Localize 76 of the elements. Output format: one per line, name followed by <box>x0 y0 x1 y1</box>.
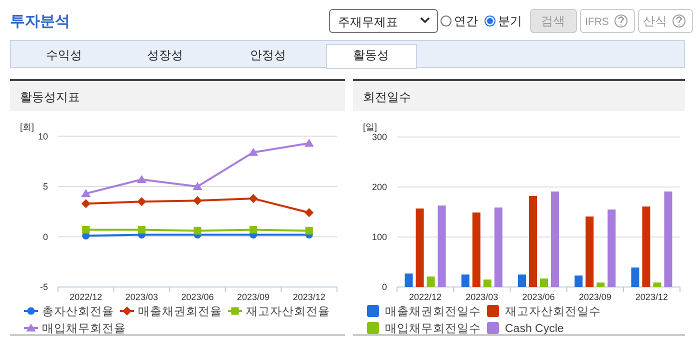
y-tick-label: 5 <box>42 182 48 192</box>
point <box>248 194 258 204</box>
x-tick-label: 2023/06 <box>522 292 555 302</box>
y-tick-label: 200 <box>372 182 387 192</box>
bar <box>438 206 446 287</box>
text: 산식 <box>643 14 667 28</box>
y-tick-label: 100 <box>372 232 387 242</box>
legend-label: 매입채무회전율 <box>42 323 126 335</box>
legend-label: Cash Cycle <box>505 323 564 335</box>
bar <box>574 276 583 287</box>
x-tick-label: 2023/12 <box>292 292 326 302</box>
bar <box>664 192 672 287</box>
x-tick-label: 2023/06 <box>181 292 214 302</box>
text: 안정성 <box>250 48 286 62</box>
bar <box>540 278 548 287</box>
bar <box>586 216 594 287</box>
x-tick-label: 2023/09 <box>578 292 612 302</box>
bar <box>416 208 424 287</box>
text: 연간 <box>454 14 478 28</box>
y-tick-label: -5 <box>40 282 48 292</box>
bar <box>494 208 502 287</box>
point <box>250 226 258 234</box>
x-tick-label: 2022/12 <box>409 292 442 302</box>
y-tick-label: 10 <box>38 131 48 142</box>
legend-label: 재고자산회전일수 <box>505 306 601 318</box>
bar <box>529 196 537 287</box>
text: 성장성 <box>147 48 183 62</box>
legend-label: 매입채무회전일수 <box>385 323 481 335</box>
y-axis-title: [일] <box>363 122 378 132</box>
bar <box>642 206 650 287</box>
point <box>248 148 258 156</box>
point <box>138 226 146 234</box>
point <box>305 226 313 235</box>
point <box>194 226 202 235</box>
y-axis-title: [회] <box>20 122 34 132</box>
text: 투자분석 <box>10 13 70 30</box>
text: IFRS <box>585 16 609 28</box>
point <box>193 196 202 206</box>
bar <box>518 274 526 287</box>
point <box>137 197 146 206</box>
bar <box>426 276 435 287</box>
x-tick-label: 2023/12 <box>635 292 668 302</box>
text: 검색 <box>541 14 565 28</box>
point <box>304 138 314 147</box>
y-tick-label: 300 <box>372 132 387 142</box>
bar <box>653 282 662 287</box>
text: 수익성 <box>46 48 82 62</box>
legend-label: 매출채권회전율 <box>138 305 222 318</box>
bar <box>483 280 492 287</box>
text: 분기 <box>498 14 522 28</box>
point <box>81 199 90 208</box>
x-tick-label: 2023/09 <box>237 292 270 302</box>
legend-label: 총자산회전율 <box>42 305 114 318</box>
bar <box>472 212 480 287</box>
x-tick-label: 2023/03 <box>466 292 498 302</box>
x-tick-label: 2023/03 <box>125 292 158 302</box>
point <box>136 174 146 183</box>
point <box>81 189 91 198</box>
bar <box>608 210 616 287</box>
point <box>192 182 202 190</box>
chart-title: 활동성지표 <box>20 90 80 104</box>
bar <box>631 268 640 287</box>
bar <box>551 192 559 287</box>
bar <box>404 274 413 287</box>
point <box>304 208 314 218</box>
y-tick-label: 0 <box>382 282 387 292</box>
x-tick-label: 2022/12 <box>70 292 102 302</box>
y-tick-label: 0 <box>42 232 48 242</box>
text: 활동성 <box>353 48 389 62</box>
bar <box>461 274 470 287</box>
text: 주재무제표 <box>338 15 398 29</box>
legend-label: 재고자산회전율 <box>246 306 330 318</box>
chart-title: 회전일수 <box>363 90 411 104</box>
legend-label: 매출채권회전일수 <box>385 305 481 318</box>
point <box>82 226 90 234</box>
bar <box>596 282 605 287</box>
